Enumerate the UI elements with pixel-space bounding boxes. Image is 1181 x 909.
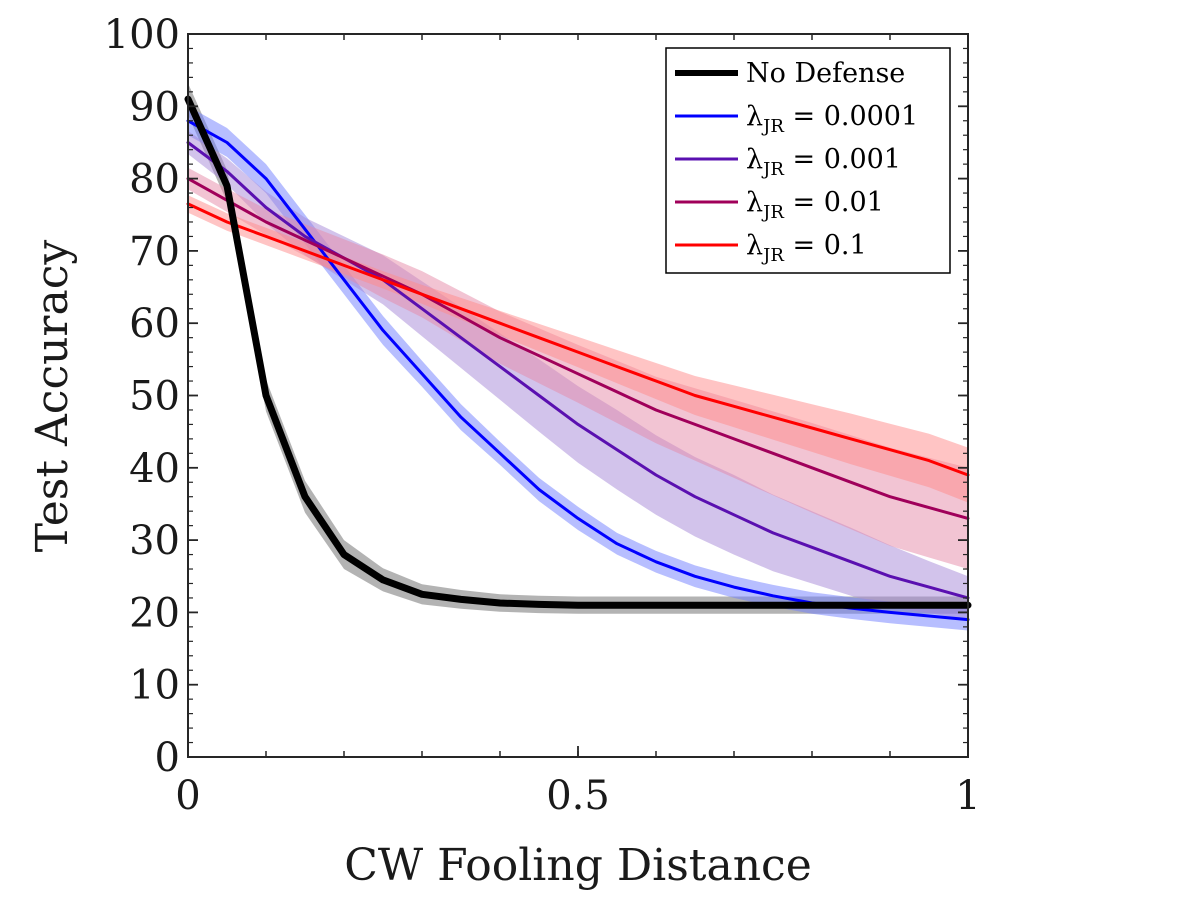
y-tick-label: 0	[155, 735, 180, 781]
line-no-defense	[184, 95, 972, 609]
legend-label-lambda-jr-0-1: λJR = 0.1	[746, 230, 867, 266]
band-lambda-jr-0-001	[188, 130, 968, 620]
y-tick-label: 100	[104, 12, 180, 58]
y-tick-label: 10	[129, 663, 180, 709]
line-lambda-jr-0-001	[186, 141, 970, 600]
x-tick-label: 0	[175, 773, 200, 819]
band-lambda-jr-0-01	[188, 167, 968, 570]
y-axis-label: Test Accuracy	[27, 240, 78, 553]
y-tick-label: 40	[129, 446, 180, 492]
tick-labels: 0 10 20 30 40 50 60 70 80 90 100 0 0.5 1	[104, 12, 981, 819]
y-tick-label: 20	[129, 590, 180, 636]
x-tick-label: 1	[955, 773, 980, 819]
series-lines	[184, 95, 972, 622]
legend: No Defense λJR = 0.0001 λJR = 0.001 λJR = 0…	[665, 47, 951, 274]
x-axis-label: CW Fooling Distance	[344, 840, 811, 891]
plot-frame	[187, 33, 969, 758]
x-tick-label: 0.5	[546, 773, 610, 819]
legend-label-lambda-jr-0-0001: λJR = 0.0001	[746, 101, 918, 137]
legend-label-lambda-jr-0-001: λJR = 0.001	[746, 144, 901, 180]
line-lambda-jr-0-1	[186, 202, 970, 477]
band-lambda-jr-0-0001	[188, 106, 968, 631]
band-lambda-jr-0-1	[188, 195, 968, 503]
legend-label-no-defense: No Defense	[746, 58, 905, 89]
legend-label-lambda-jr-0-01: λJR = 0.01	[746, 187, 884, 223]
y-tick-label: 50	[129, 374, 180, 420]
y-tick-label: 60	[129, 301, 180, 347]
confidence-bands	[188, 83, 968, 631]
y-tick-label: 30	[129, 518, 180, 564]
y-tick-label: 90	[129, 84, 180, 130]
y-tick-label: 70	[129, 229, 180, 275]
y-tick-label: 80	[129, 157, 180, 203]
line-lambda-jr-0-01	[186, 177, 970, 520]
